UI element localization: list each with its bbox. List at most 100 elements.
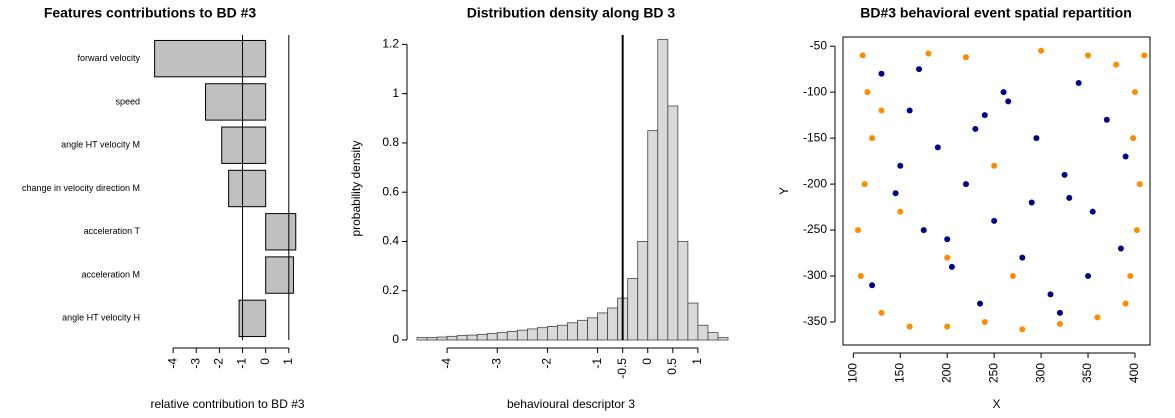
point xyxy=(906,323,913,330)
x-tick-label: -2 xyxy=(540,358,554,369)
histogram-bar xyxy=(416,337,428,341)
histogram-bar xyxy=(567,322,578,341)
histogram-bar xyxy=(637,241,649,341)
x-tick-label: 150 xyxy=(892,363,906,383)
category-label: acceleration M xyxy=(81,269,140,279)
point xyxy=(878,107,885,114)
point xyxy=(892,190,899,197)
y-tick-label: -250 xyxy=(803,222,827,236)
point xyxy=(1141,52,1148,59)
x-tick-label: 100 xyxy=(845,363,859,383)
point xyxy=(1038,47,1045,54)
point xyxy=(897,162,904,169)
x-tick-label: 300 xyxy=(1033,363,1047,383)
point xyxy=(864,89,871,96)
point xyxy=(1019,326,1026,333)
y-axis-label: Y xyxy=(777,187,791,195)
x-tick-label: -4 xyxy=(439,358,453,369)
point xyxy=(1085,273,1092,280)
histogram-bar xyxy=(456,335,468,341)
point xyxy=(1000,89,1007,96)
point xyxy=(944,236,951,243)
histogram-bar xyxy=(677,241,689,341)
point xyxy=(916,66,923,73)
point xyxy=(1019,254,1026,261)
category-label: acceleration T xyxy=(84,226,141,236)
x-axis-label: X xyxy=(992,397,1000,411)
y-tick-label: -150 xyxy=(803,130,827,144)
category-label: angle HT velocity M xyxy=(61,140,140,150)
x-tick-label: 0.5 xyxy=(665,358,679,375)
point xyxy=(1117,245,1124,252)
point xyxy=(1130,135,1137,142)
chart-title: BD#3 behavioral event spatial repartitio… xyxy=(860,5,1132,21)
point xyxy=(1028,199,1035,206)
histogram-bar xyxy=(547,326,558,341)
point xyxy=(991,217,998,224)
histogram-bar xyxy=(506,330,518,341)
y-tick-label: 1 xyxy=(392,86,399,100)
point xyxy=(977,300,984,307)
histogram-bar xyxy=(557,324,568,341)
x-axis-label: behavioural descriptor 3 xyxy=(507,397,635,411)
point xyxy=(1033,135,1040,142)
point xyxy=(962,181,969,188)
category-label: speed xyxy=(115,96,140,106)
chart-title: Features contributions to BD #3 xyxy=(44,5,257,21)
x-tick-label: -1 xyxy=(235,358,249,369)
point xyxy=(920,227,927,234)
point xyxy=(1131,89,1138,96)
histogram-bar xyxy=(426,337,438,341)
histogram-bar xyxy=(607,307,619,341)
histogram-bar xyxy=(476,333,488,341)
y-tick-label: -200 xyxy=(803,176,827,190)
histogram-bar xyxy=(516,329,528,341)
x-tick-label: -0.5 xyxy=(615,358,629,379)
point xyxy=(878,70,885,77)
histogram-bar xyxy=(496,332,508,341)
histogram-bar xyxy=(687,302,699,341)
y-tick-label: 0.6 xyxy=(382,184,399,198)
bar xyxy=(154,39,267,78)
histogram-bar xyxy=(587,317,598,341)
y-tick-label: -350 xyxy=(803,314,827,328)
point xyxy=(1094,314,1101,321)
y-tick-label: -100 xyxy=(803,84,827,98)
category-label: angle HT velocity H xyxy=(62,313,140,323)
x-tick-label: -2 xyxy=(212,358,226,369)
histogram-bar xyxy=(466,334,478,341)
histogram-bar xyxy=(526,328,538,341)
point xyxy=(991,162,998,169)
y-tick-label: -300 xyxy=(803,268,827,282)
point xyxy=(1089,208,1096,215)
x-tick-label: -4 xyxy=(165,358,179,369)
point xyxy=(906,107,913,114)
point xyxy=(1085,52,1092,59)
x-axis-label: relative contribution to BD #3 xyxy=(150,397,304,411)
histogram-bar xyxy=(667,105,679,341)
x-tick-label: -3 xyxy=(188,358,202,369)
y-tick-label: 1.2 xyxy=(382,37,399,51)
x-tick-label: 200 xyxy=(939,363,953,383)
x-tick-label: -3 xyxy=(489,358,503,369)
point xyxy=(1056,320,1063,327)
point xyxy=(1047,291,1054,298)
point xyxy=(1113,61,1120,68)
point xyxy=(859,52,866,59)
x-tick-label: 1 xyxy=(690,358,704,365)
point xyxy=(925,50,932,57)
point xyxy=(948,263,955,270)
x-tick-label: 0 xyxy=(258,358,272,365)
point xyxy=(1133,227,1140,234)
y-tick-label: 0.4 xyxy=(382,234,399,248)
bar xyxy=(265,213,297,251)
y-tick-label: 0.8 xyxy=(382,135,399,149)
point xyxy=(855,227,862,234)
histogram-bar xyxy=(536,327,548,341)
point xyxy=(944,254,951,261)
x-tick-label: 350 xyxy=(1080,363,1094,383)
y-axis-label: probability density xyxy=(349,140,363,236)
point xyxy=(1066,194,1073,201)
bar xyxy=(228,169,267,208)
